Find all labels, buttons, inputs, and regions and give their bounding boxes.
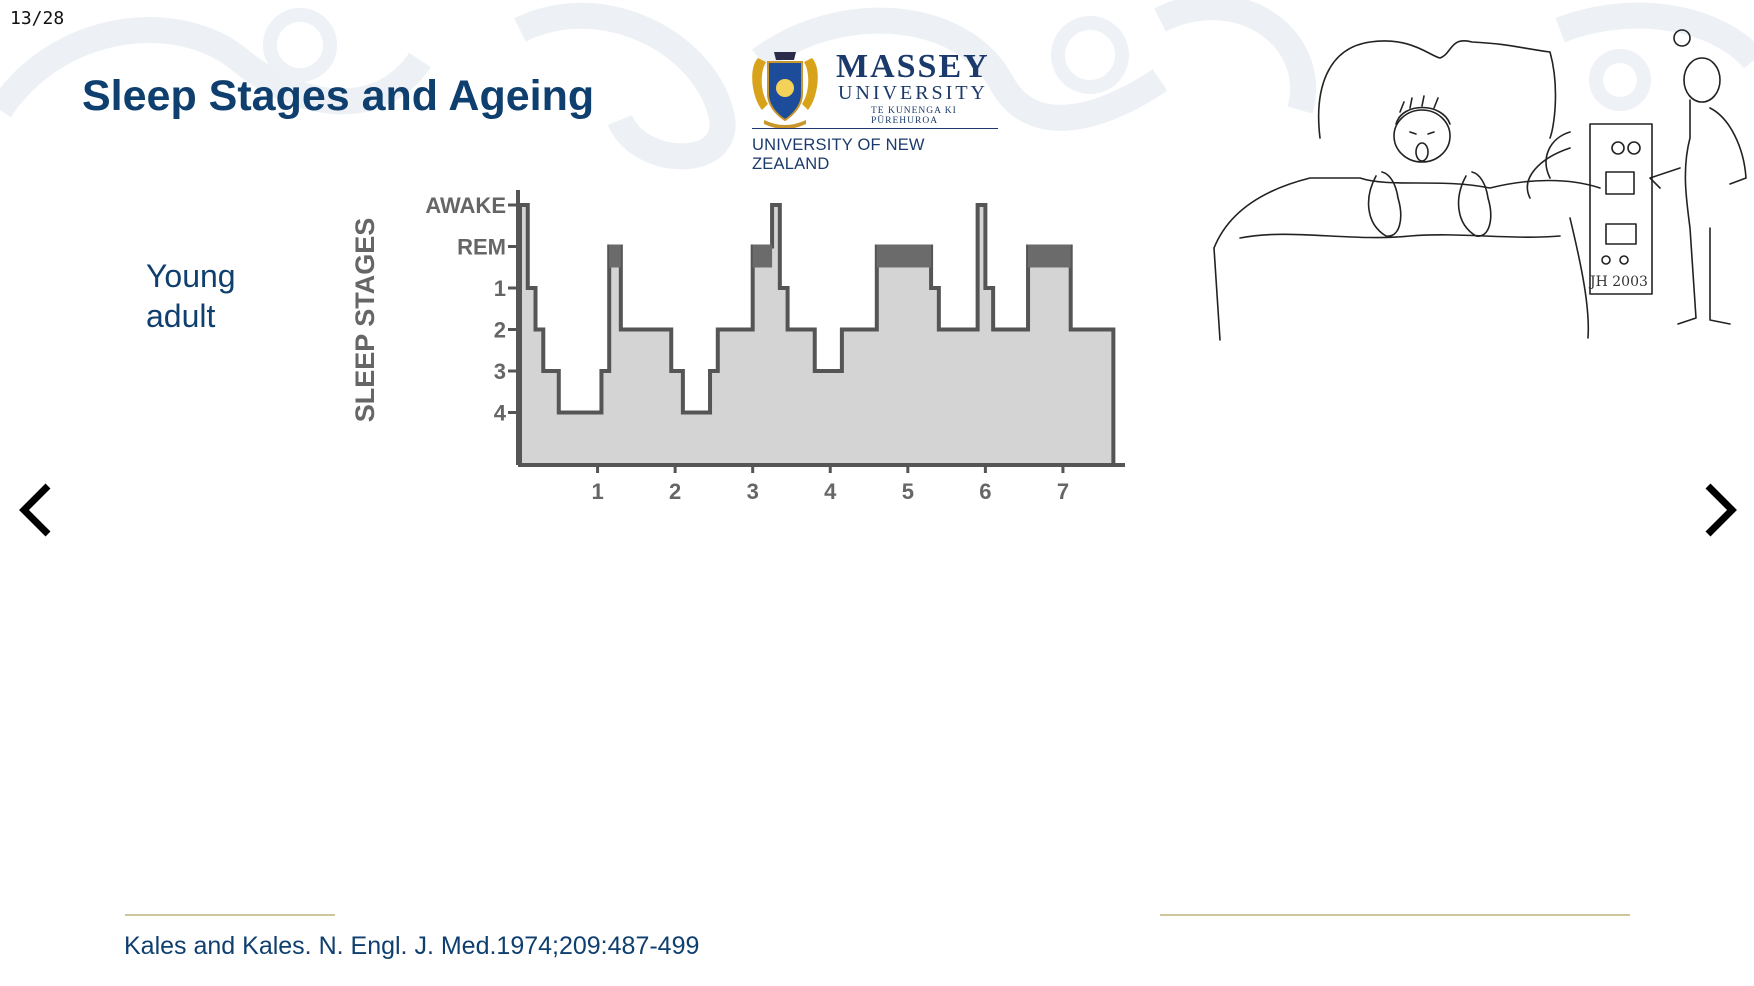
sleep-study-cartoon: JH 2003: [1213, 29, 1747, 341]
logo-subword: UNIVERSITY: [838, 82, 988, 104]
y-tick-label-3: 3: [494, 359, 506, 384]
rem-block-4: [1028, 244, 1071, 268]
prev-slide-button[interactable]: [16, 482, 56, 538]
logo-wordmark: MASSEY: [836, 48, 990, 85]
slide-counter: 13/28: [10, 8, 65, 29]
chevron-right-icon: [1705, 483, 1737, 537]
chevron-left-icon: [19, 483, 51, 537]
hypnogram-area: [518, 203, 1116, 467]
x-tick-label-7: 7: [1057, 479, 1069, 504]
slide-title: Sleep Stages and Ageing: [82, 72, 595, 120]
logo-tagline: UNIVERSITY OF NEW ZEALAND: [752, 136, 925, 173]
y-tick-label-4: 4: [494, 401, 507, 426]
y-tick-label-2: 2: [494, 318, 506, 343]
footer-rule-left: [125, 914, 335, 916]
rem-block-2: [752, 244, 773, 268]
age-group-label: Young adult: [146, 256, 236, 336]
x-tick-label-5: 5: [902, 479, 914, 504]
citation: Kales and Kales. N. Engl. J. Med.1974;20…: [124, 932, 700, 960]
logo-divider: [752, 128, 998, 129]
rem-block-3: [876, 244, 932, 268]
y-axis-label: SLEEP STAGES: [350, 218, 380, 423]
x-tick-label-2: 2: [669, 479, 681, 504]
y-tick-label-rem: REM: [457, 235, 506, 260]
rem-block-1: [609, 244, 621, 268]
logo-maori-motto: TE KUNENGA KI PŪREHUROA: [871, 106, 957, 126]
x-tick-label-3: 3: [747, 479, 759, 504]
x-tick-label-6: 6: [979, 479, 991, 504]
sleep-stage-hypnogram: AWAKE REM 1 2 3 4 1 2 3 4 5 6 7 SLEEP STAGES: [350, 190, 1125, 504]
age-group-label-line2: adult: [146, 298, 216, 334]
next-slide-button[interactable]: [1700, 482, 1740, 538]
background-swirl-pattern: [0, 0, 1754, 170]
cartoon-signature: JH 2003: [1588, 274, 1648, 290]
x-tick-label-4: 4: [824, 479, 837, 504]
massey-university-logo: MASSEY UNIVERSITY TE KUNENGA KI PŪREHURO…: [748, 44, 1004, 173]
crest-icon: [752, 52, 818, 129]
x-tick-label-1: 1: [591, 479, 603, 504]
age-group-label-line1: Young: [146, 258, 236, 294]
y-tick-label-1: 1: [494, 276, 506, 301]
footer-rule-right: [1160, 914, 1630, 916]
y-tick-label-awake: AWAKE: [425, 193, 506, 218]
